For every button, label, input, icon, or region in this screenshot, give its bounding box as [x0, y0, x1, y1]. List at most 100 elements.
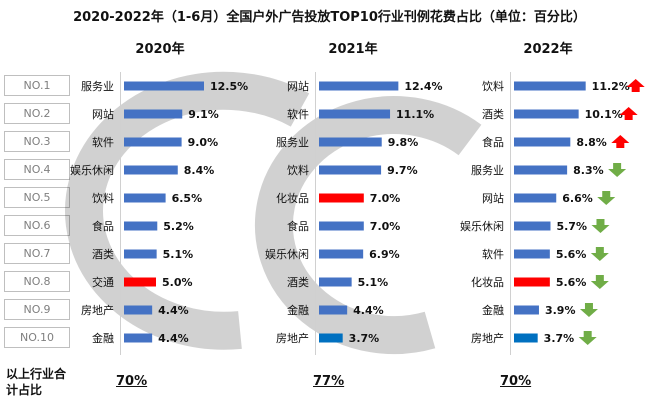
category-label: 酒类 [482, 107, 504, 121]
category-label: 交通 [92, 275, 114, 289]
trend-down-arrow [590, 247, 609, 261]
bar [319, 193, 364, 203]
value-label: 5.6% [556, 248, 587, 261]
bar [319, 249, 364, 259]
value-label: 12.4% [404, 80, 442, 93]
bar [124, 137, 182, 147]
value-label: 9.7% [387, 164, 418, 177]
value-label: 5.1% [358, 276, 389, 289]
value-label: 4.4% [158, 332, 189, 345]
value-label: 8.8% [576, 136, 607, 149]
trend-down-arrow [591, 219, 610, 233]
category-label: 软件 [482, 247, 504, 261]
value-label: 5.1% [163, 248, 194, 261]
category-label: 金融 [482, 303, 504, 317]
bar [514, 193, 557, 203]
value-label: 7.0% [370, 220, 401, 233]
rank-label: NO.10 [4, 327, 70, 348]
value-label: 6.9% [369, 248, 400, 261]
rank-label: NO.8 [4, 271, 70, 292]
value-label: 9.8% [388, 136, 419, 149]
value-label: 11.2% [592, 80, 630, 93]
bar [124, 81, 204, 91]
category-label: 金融 [287, 303, 309, 317]
bar [514, 277, 550, 287]
bar [514, 81, 586, 91]
bar [319, 165, 382, 175]
category-label: 服务业 [276, 136, 309, 149]
bar [319, 305, 348, 315]
rank-label: NO.2 [4, 103, 70, 124]
year-header-2021: 2021年 [328, 42, 378, 57]
value-label: 5.0% [162, 276, 193, 289]
bar [319, 333, 343, 343]
total-2020: 70% [116, 374, 148, 389]
year-header-2022: 2022年 [523, 42, 573, 57]
category-label: 房地产 [81, 303, 114, 317]
value-label: 6.5% [172, 192, 203, 205]
value-label: 10.1% [585, 108, 623, 121]
value-label: 5.7% [556, 220, 587, 233]
value-label: 9.0% [188, 136, 219, 149]
watermark-logo [65, 71, 482, 355]
bar [319, 277, 352, 287]
total-2021: 77% [313, 374, 345, 389]
rank-label: NO.6 [4, 215, 70, 236]
bar [124, 221, 158, 231]
trend-down-arrow [578, 331, 597, 345]
bar [514, 165, 568, 175]
bar [514, 333, 538, 343]
rank-label: NO.9 [4, 299, 70, 320]
bar [319, 81, 399, 91]
trend-up-arrow [626, 79, 645, 92]
bar [319, 109, 391, 119]
value-label: 12.5% [210, 80, 248, 93]
category-label: 娱乐休闲 [265, 247, 309, 261]
bar [124, 109, 183, 119]
category-label: 饮料 [92, 191, 114, 205]
category-label: 网站 [482, 191, 504, 205]
category-label: 食品 [287, 219, 309, 233]
trend-down-arrow [579, 303, 598, 317]
category-label: 饮料 [482, 79, 504, 93]
bar [319, 137, 382, 147]
category-label: 软件 [287, 107, 309, 121]
category-label: 化妆品 [471, 275, 504, 289]
category-label: 饮料 [287, 163, 309, 177]
rank-label: NO.5 [4, 187, 70, 208]
value-label: 6.6% [562, 192, 593, 205]
value-label: 8.4% [184, 164, 215, 177]
trend-down-arrow [590, 275, 609, 289]
value-label: 8.3% [573, 164, 604, 177]
category-label: 酒类 [92, 247, 114, 261]
rank-label: NO.3 [4, 131, 70, 152]
value-label: 5.2% [163, 220, 194, 233]
bar [319, 221, 364, 231]
value-label: 3.7% [349, 332, 380, 345]
bar [514, 249, 550, 259]
category-label: 房地产 [471, 331, 504, 345]
value-label: 7.0% [370, 192, 401, 205]
category-label: 娱乐休闲 [460, 219, 504, 233]
bar [124, 277, 156, 287]
bar [124, 165, 178, 175]
category-label: 金融 [92, 331, 114, 345]
bar [514, 221, 551, 231]
category-label: 食品 [482, 135, 504, 149]
category-label: 网站 [92, 107, 114, 121]
trend-down-arrow [597, 191, 616, 205]
value-label: 9.1% [188, 108, 219, 121]
rank-label: NO.1 [4, 75, 70, 96]
value-label: 4.4% [158, 304, 189, 317]
bar [514, 109, 579, 119]
bar [124, 193, 166, 203]
trend-down-arrow [608, 163, 627, 177]
value-label: 11.1% [396, 108, 434, 121]
category-label: 网站 [287, 79, 309, 93]
category-label: 化妆品 [276, 191, 309, 205]
category-label: 食品 [92, 219, 114, 233]
rank-label: NO.4 [4, 159, 70, 180]
bar [124, 249, 157, 259]
category-label: 服务业 [81, 80, 114, 93]
